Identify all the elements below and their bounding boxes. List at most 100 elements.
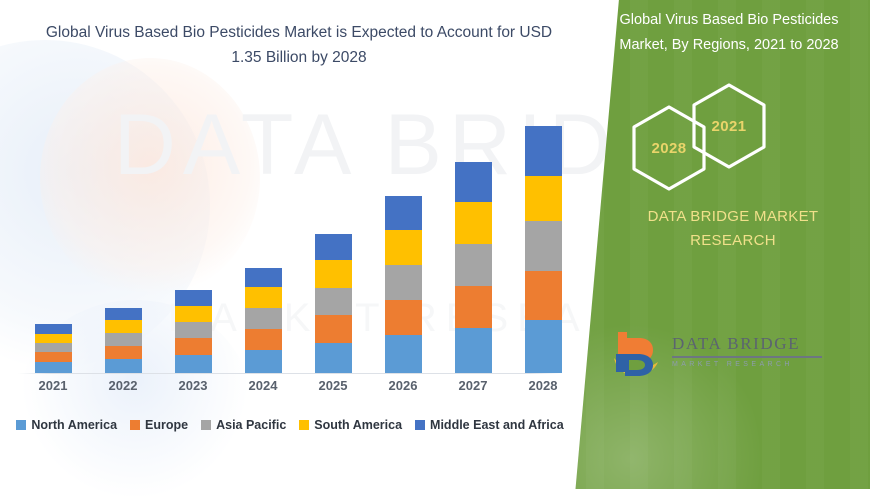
- bar-segment: [174, 290, 212, 306]
- bar-segment: [524, 221, 562, 271]
- bar-segment: [174, 306, 212, 322]
- x-tick-2023: 2023: [178, 378, 208, 393]
- bar-segment: [244, 268, 282, 287]
- stacked-bar: [524, 126, 562, 373]
- x-tick-2024: 2024: [248, 378, 278, 393]
- chart-panel: Global Virus Based Bio Pesticides Market…: [0, 24, 580, 432]
- legend-item: Middle East and Africa: [415, 418, 564, 432]
- stacked-bar: [34, 324, 72, 373]
- bar-segment: [454, 286, 492, 328]
- bar-column-2028: [512, 110, 574, 373]
- bar-column-2021: [22, 110, 84, 373]
- legend-item: Europe: [130, 418, 188, 432]
- bar-segment: [244, 350, 282, 373]
- legend-label: North America: [31, 418, 118, 432]
- bar-column-2024: [232, 110, 294, 373]
- x-tick-2026: 2026: [388, 378, 418, 393]
- hexagon-2021-label: 2021: [711, 117, 747, 135]
- hexagon-2028-label: 2028: [651, 139, 687, 157]
- logo-name: DATA BRIDGE: [672, 334, 801, 353]
- hexagon-2028: 2028: [630, 104, 708, 192]
- stacked-bar: [384, 196, 422, 373]
- chart-title: Global Virus Based Bio Pesticides Market…: [45, 24, 553, 66]
- bar-segment: [454, 202, 492, 244]
- bar-segment: [34, 334, 72, 343]
- bar-column-2022: [92, 110, 154, 373]
- stacked-bar-plot: [18, 110, 578, 373]
- hexagon-2021: 2021: [690, 82, 768, 170]
- bar-segment: [384, 335, 422, 373]
- bar-segment: [174, 322, 212, 338]
- legend-swatch-icon: [415, 420, 426, 430]
- x-axis-tick-labels: 2021 2022 2023 2024 2025 2026 2027 2028: [18, 378, 578, 400]
- bar-segment: [384, 196, 422, 230]
- bar-segment: [524, 126, 562, 176]
- bar-segment: [454, 162, 492, 202]
- bar-segment: [524, 271, 562, 320]
- legend-swatch-icon: [201, 420, 212, 430]
- bar-segment: [104, 308, 142, 320]
- hexagon-outline-icon: [692, 83, 766, 169]
- legend-swatch-icon: [130, 420, 141, 430]
- legend-label: Europe: [145, 418, 189, 432]
- bar-segment: [314, 288, 352, 315]
- logo-wordmark: DATA BRIDGE MARKET RESEARCH: [672, 334, 822, 368]
- x-tick-2025: 2025: [318, 378, 348, 393]
- chart-legend: North America Europe Asia Pacific South Ame…: [0, 418, 580, 432]
- x-tick-2021: 2021: [38, 378, 68, 393]
- bar-segment: [244, 329, 282, 350]
- bar-segment: [314, 234, 352, 260]
- stacked-bar: [314, 234, 352, 373]
- bar-segment: [34, 362, 72, 373]
- x-tick-2022: 2022: [108, 378, 138, 393]
- logo-mark-icon: [612, 330, 664, 376]
- legend-label: Asia Pacific: [216, 418, 287, 432]
- legend-swatch-icon: [16, 420, 27, 430]
- stacked-bar: [454, 162, 492, 373]
- bar-segment: [104, 333, 142, 346]
- legend-swatch-icon: [299, 420, 310, 430]
- green-side-panel: Global Virus Based Bio Pesticides Market…: [575, 0, 870, 489]
- bar-segment: [174, 355, 212, 373]
- legend-label: Middle East and Africa: [430, 418, 564, 432]
- bar-segment: [104, 346, 142, 359]
- legend-item: North America: [16, 418, 117, 432]
- logo-subtitle: MARKET RESEARCH: [672, 360, 793, 368]
- bar-segment: [34, 324, 72, 334]
- bar-segment: [314, 260, 352, 288]
- stacked-bar: [174, 290, 212, 373]
- logo-divider: [672, 356, 822, 358]
- bar-segment: [384, 230, 422, 265]
- bar-segment: [104, 320, 142, 333]
- hexagon-outline-icon: [632, 105, 706, 191]
- stacked-bar: [244, 268, 282, 373]
- bar-segment: [314, 315, 352, 343]
- bar-segment: [524, 176, 562, 221]
- x-tick-2027: 2027: [458, 378, 488, 393]
- bar-segment: [384, 300, 422, 335]
- bar-segment: [34, 352, 72, 362]
- bar-segment: [244, 308, 282, 329]
- legend-item: South America: [299, 418, 402, 432]
- bar-segment: [174, 338, 212, 355]
- bar-column-2026: [372, 110, 434, 373]
- legend-label: South America: [314, 418, 403, 432]
- bar-segment: [104, 359, 142, 373]
- bar-column-2023: [162, 110, 224, 373]
- bar-segment: [34, 343, 72, 352]
- bar-segment: [524, 320, 562, 373]
- bar-segment: [384, 265, 422, 300]
- company-logo: DATA BRIDGE MARKET RESEARCH: [612, 330, 842, 378]
- panel-title: Global Virus Based Bio Pesticides Market…: [619, 12, 839, 53]
- bar-column-2025: [302, 110, 364, 373]
- legend-item: Asia Pacific: [201, 418, 286, 432]
- stacked-bar: [104, 308, 142, 373]
- x-tick-2028: 2028: [528, 378, 558, 393]
- bar-segment: [454, 244, 492, 286]
- panel-brand-name: DATA BRIDGE MARKET RESEARCH: [647, 208, 819, 249]
- chart-x-axis-line: [18, 373, 563, 374]
- bar-column-2027: [442, 110, 504, 373]
- bar-segment: [454, 328, 492, 373]
- bar-segment: [244, 287, 282, 308]
